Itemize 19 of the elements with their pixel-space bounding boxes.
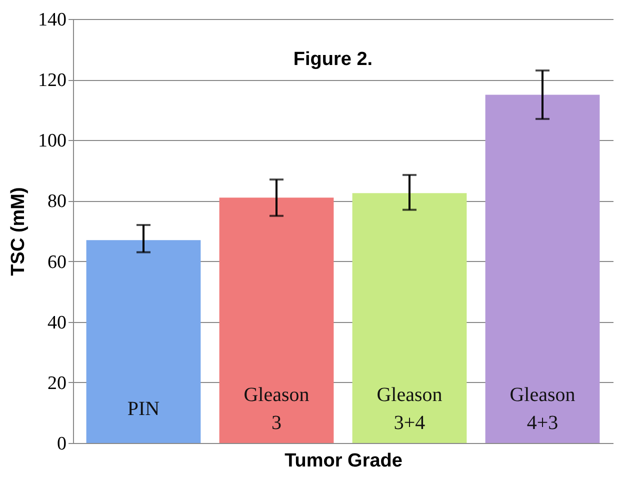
bar	[352, 193, 467, 443]
y-tick-label: 80	[48, 191, 66, 212]
y-tick-label: 60	[48, 252, 66, 273]
y-tick-label: 140	[38, 10, 66, 30]
y-tick-label: 20	[48, 372, 66, 394]
bar	[86, 240, 201, 443]
x-axis-title: Tumor Grade	[284, 450, 402, 472]
x-tick-label: Gleason 3+4	[376, 384, 442, 434]
y-tick-label: 0	[57, 434, 66, 454]
x-tick-label: PIN	[127, 398, 160, 420]
y-axis-title: TSC (mM)	[8, 187, 29, 276]
y-tick-label: 120	[38, 70, 66, 92]
text: Figure 2.	[293, 49, 373, 70]
y-tick-label: 100	[38, 130, 66, 152]
bar	[485, 94, 600, 443]
x-tick-label: Gleason 4+3	[510, 384, 576, 434]
bar	[219, 198, 334, 443]
y-tick-label: 40	[48, 312, 66, 334]
x-tick-label: Gleason 3	[244, 384, 310, 434]
